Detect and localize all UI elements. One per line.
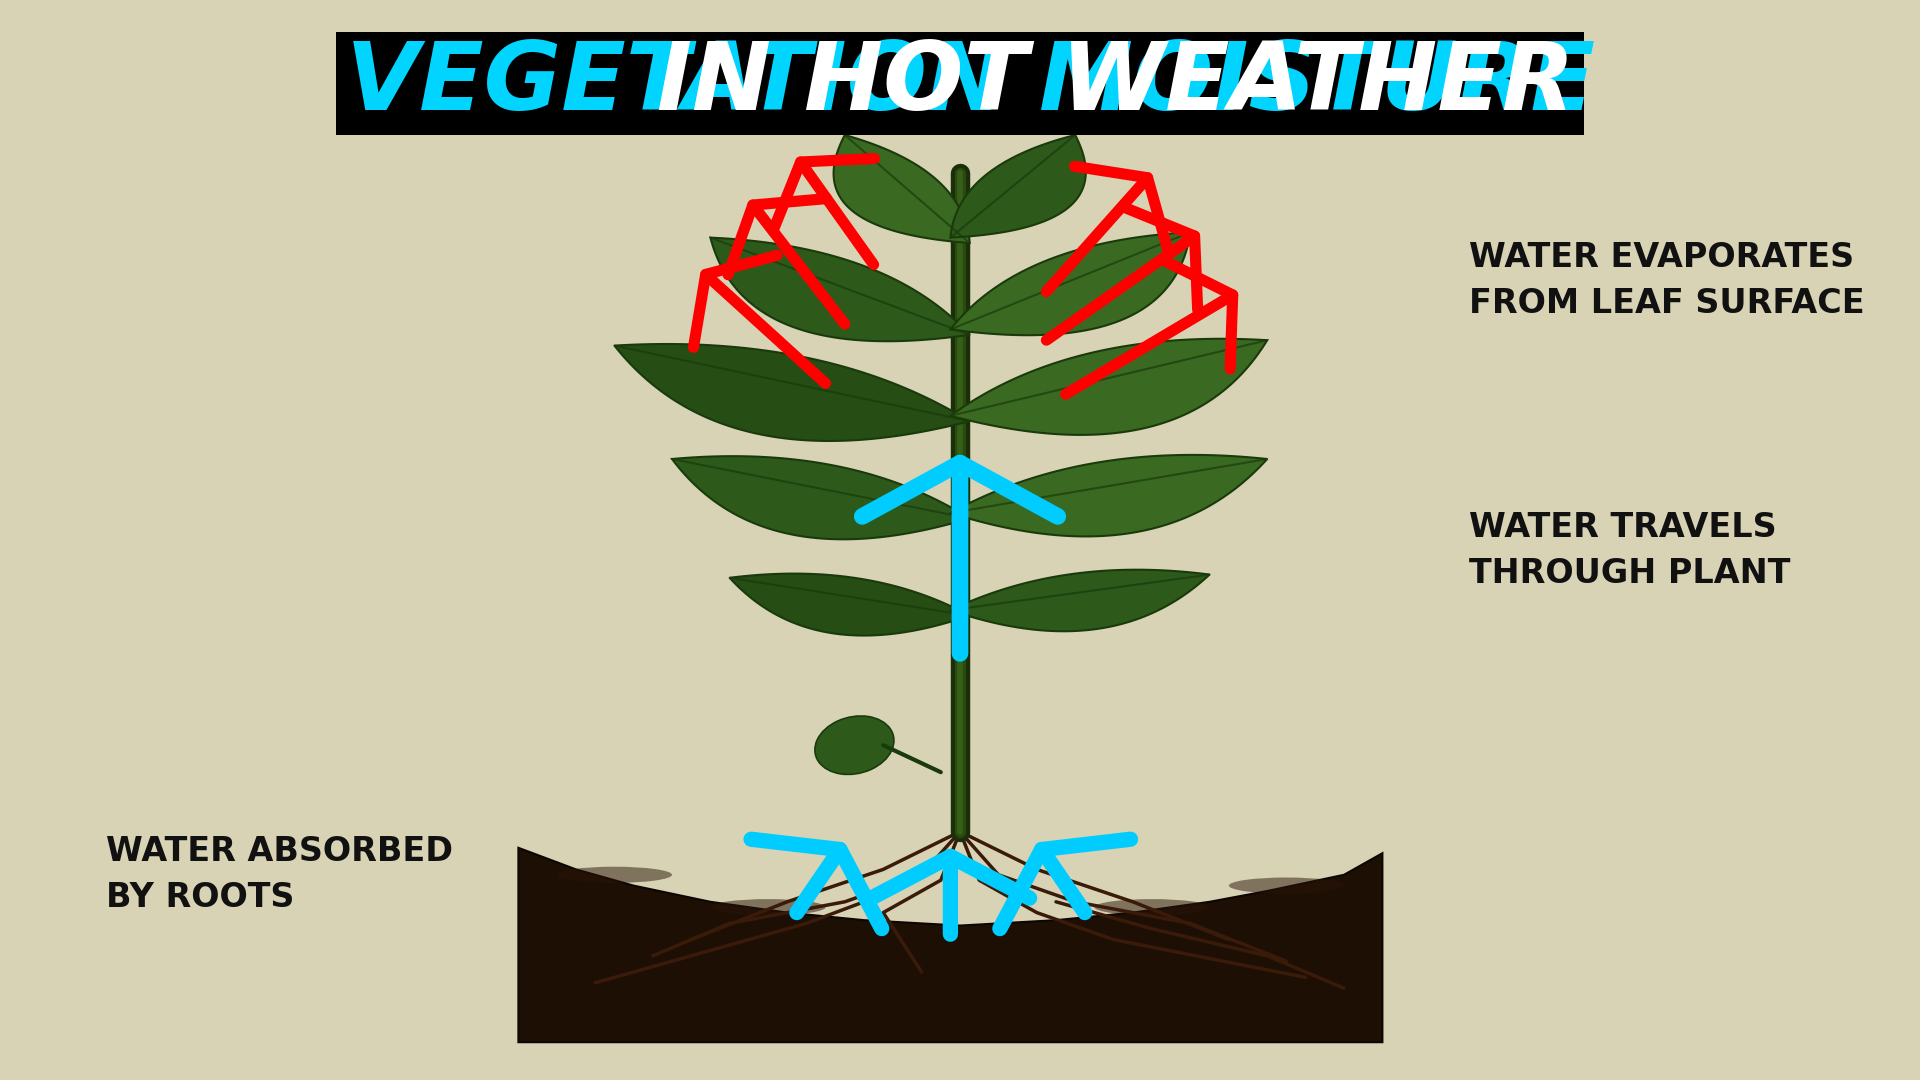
Polygon shape [833,135,970,243]
Bar [336,32,1584,135]
Polygon shape [672,456,970,539]
Polygon shape [614,345,970,441]
Text: WATER TRAVELS
THROUGH PLANT: WATER TRAVELS THROUGH PLANT [1469,511,1789,591]
Text: WATER EVAPORATES
FROM LEAF SURFACE: WATER EVAPORATES FROM LEAF SURFACE [1469,241,1864,321]
Text: WATER ABSORBED
BY ROOTS: WATER ABSORBED BY ROOTS [106,835,453,915]
Ellipse shape [1094,899,1210,915]
Polygon shape [950,569,1210,631]
Polygon shape [950,135,1087,238]
Polygon shape [950,339,1267,435]
Polygon shape [950,232,1190,335]
Text: VEGETATION MOISTURE: VEGETATION MOISTURE [346,38,1596,130]
Ellipse shape [557,866,672,883]
Ellipse shape [710,899,826,915]
Polygon shape [730,573,970,635]
Ellipse shape [814,716,895,774]
Polygon shape [950,455,1267,537]
Polygon shape [518,848,1382,1042]
Ellipse shape [1229,877,1344,894]
Text: IN HOT WEATHER: IN HOT WEATHER [624,38,1574,130]
Polygon shape [710,238,970,341]
